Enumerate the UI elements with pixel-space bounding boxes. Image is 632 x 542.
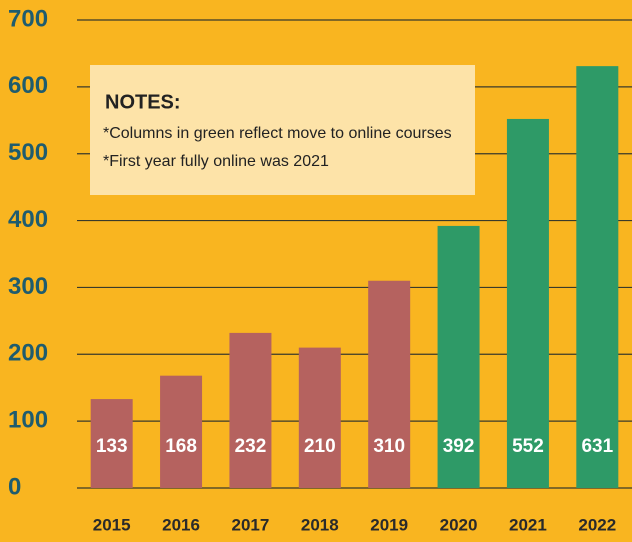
value-label: 631 <box>581 436 613 457</box>
bar <box>298 347 341 488</box>
value-label: 392 <box>443 436 475 457</box>
x-tick-label: 2015 <box>93 515 131 534</box>
value-label: 310 <box>373 436 405 457</box>
bar <box>90 399 133 488</box>
bar <box>576 66 619 488</box>
bar <box>368 280 411 488</box>
x-tick-label: 2020 <box>440 515 478 534</box>
value-label: 133 <box>96 436 128 457</box>
value-label: 168 <box>165 436 197 457</box>
notes-title: NOTES: <box>105 91 181 113</box>
y-tick-label: 500 <box>8 139 48 166</box>
value-label: 552 <box>512 436 544 457</box>
value-label: 210 <box>304 436 336 457</box>
y-tick-label: 600 <box>8 72 48 99</box>
x-tick-label: 2019 <box>370 515 408 534</box>
x-tick-label: 2017 <box>232 515 270 534</box>
bar <box>229 332 272 488</box>
x-tick-label: 2021 <box>509 515 547 534</box>
x-tick-label: 2016 <box>162 515 200 534</box>
y-tick-label: 300 <box>8 273 48 300</box>
y-tick-label: 700 <box>8 5 48 32</box>
y-tick-label: 100 <box>8 406 48 433</box>
bar <box>506 118 549 488</box>
bar <box>437 225 480 489</box>
notes-line: *Columns in green reflect move to online… <box>103 125 452 142</box>
bar <box>160 375 203 488</box>
x-tick-label: 2022 <box>578 515 616 534</box>
notes-line: *First year fully online was 2021 <box>103 153 329 170</box>
y-tick-label: 0 <box>8 473 21 500</box>
y-tick-label: 400 <box>8 206 48 233</box>
value-label: 232 <box>235 436 267 457</box>
y-tick-label: 200 <box>8 340 48 367</box>
notes-box <box>90 65 475 195</box>
x-tick-label: 2018 <box>301 515 339 534</box>
